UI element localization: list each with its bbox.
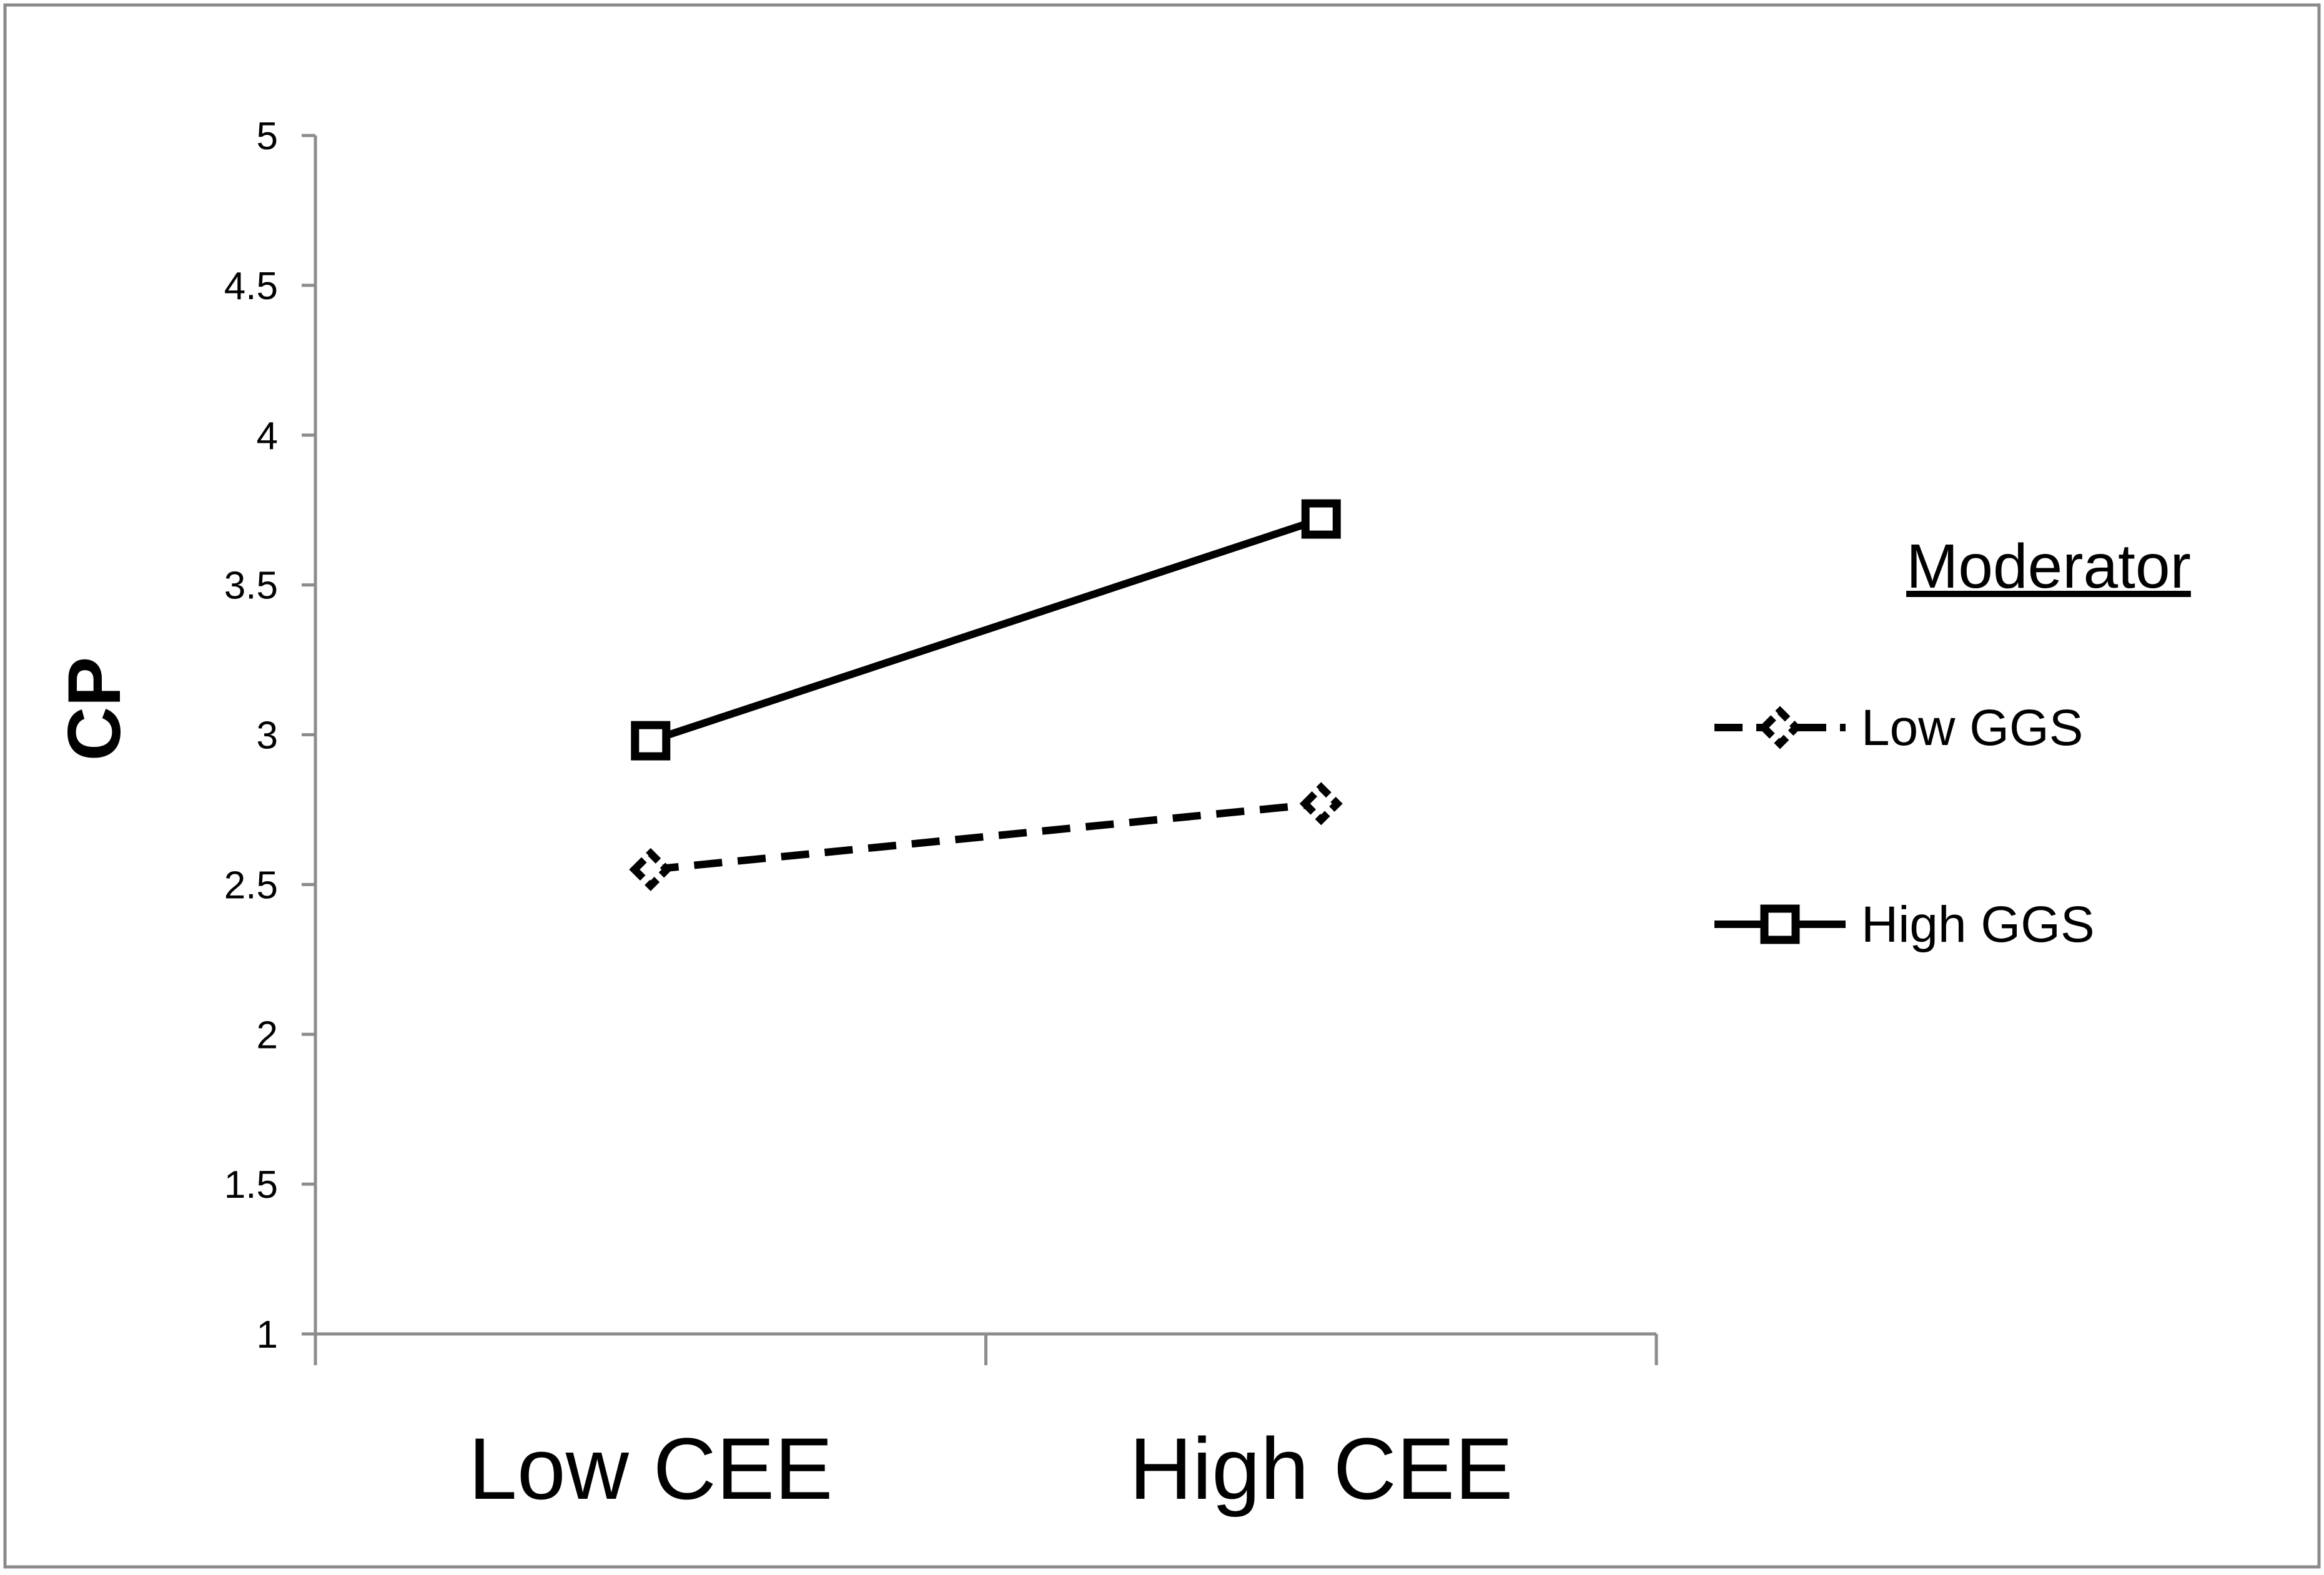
y-tick-label: 1 (257, 1313, 278, 1356)
y-tick-label: 4 (257, 415, 278, 458)
y-axis-label: CP (52, 657, 136, 761)
data-point (631, 721, 671, 761)
legend-label: Low GGS (1861, 699, 2083, 756)
y-tick-label: 3.5 (224, 565, 278, 608)
diamond-marker-shape (629, 847, 673, 891)
x-category-label: High CEE (1129, 1419, 1513, 1518)
y-tick-label: 1.5 (224, 1163, 278, 1207)
chart-frame (3, 3, 2321, 1569)
series-line (650, 799, 1322, 874)
legend-title: Moderator (1906, 531, 2191, 601)
y-tick-label: 2 (257, 1014, 278, 1057)
legend-label: High GGS (1861, 896, 2095, 953)
legend-marker (1758, 706, 1802, 749)
series-line (649, 515, 1323, 744)
x-category-label: Low CEE (468, 1419, 833, 1518)
y-tick-label: 3 (257, 714, 278, 758)
y-tick-label: 2.5 (224, 864, 278, 907)
legend-entry-low-ggs: Low GGS (1714, 699, 2083, 756)
data-point (629, 847, 673, 891)
series-low-ggs (629, 782, 1343, 891)
y-tick-label: 5 (257, 115, 278, 158)
data-point (1299, 782, 1343, 826)
legend-entry-high-ggs: High GGS (1714, 896, 2095, 953)
series-high-ggs (631, 499, 1341, 761)
diamond-marker-shape (1299, 782, 1343, 826)
data-point (1301, 499, 1341, 539)
legend-marker (1760, 904, 1800, 944)
y-tick-label: 4.5 (224, 265, 278, 308)
diamond-marker-shape (1758, 706, 1802, 749)
legend: Moderator Low GGS High GGS (1714, 531, 2191, 953)
